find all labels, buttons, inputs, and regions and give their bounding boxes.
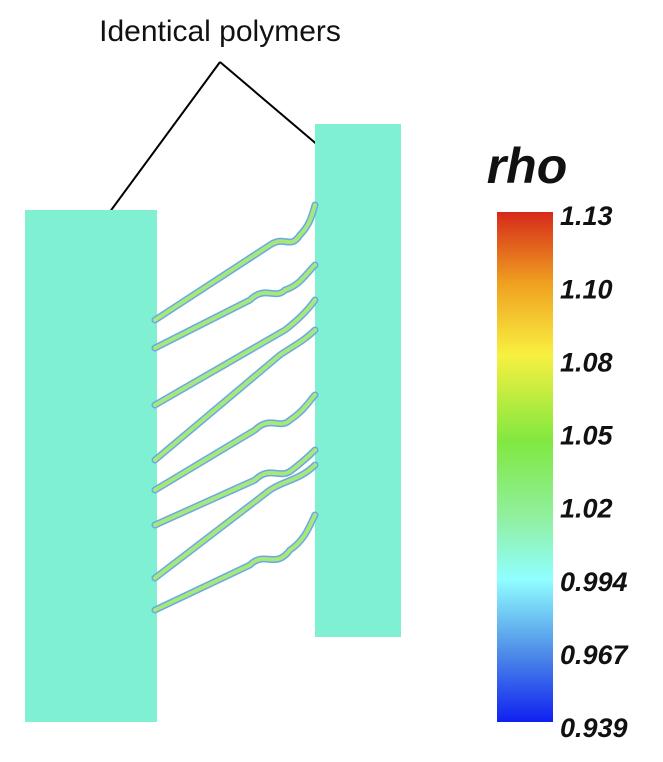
colorbar-label: 0.994 [560,567,628,597]
annotation-pointer [219,61,334,159]
colorbar-label: 0.967 [560,640,630,670]
colorbar-labels: 1.13 1.10 1.08 1.05 1.02 0.994 0.967 0.939 [560,201,630,743]
colorbar [497,212,553,722]
polymers [151,201,319,614]
right-slab [315,124,401,637]
annotation-label: Identical polymers [99,15,341,48]
colorbar-label: 1.02 [560,494,613,524]
colorbar-label: 1.08 [560,347,613,377]
colorbar-label: 1.13 [560,201,613,231]
left-slab [25,210,157,722]
colorbar-title: rho [487,138,568,194]
colorbar-label: 1.05 [560,421,614,451]
colorbar-label: 0.939 [560,713,628,743]
colorbar-label: 1.10 [560,274,613,304]
polymer-core [153,203,317,612]
